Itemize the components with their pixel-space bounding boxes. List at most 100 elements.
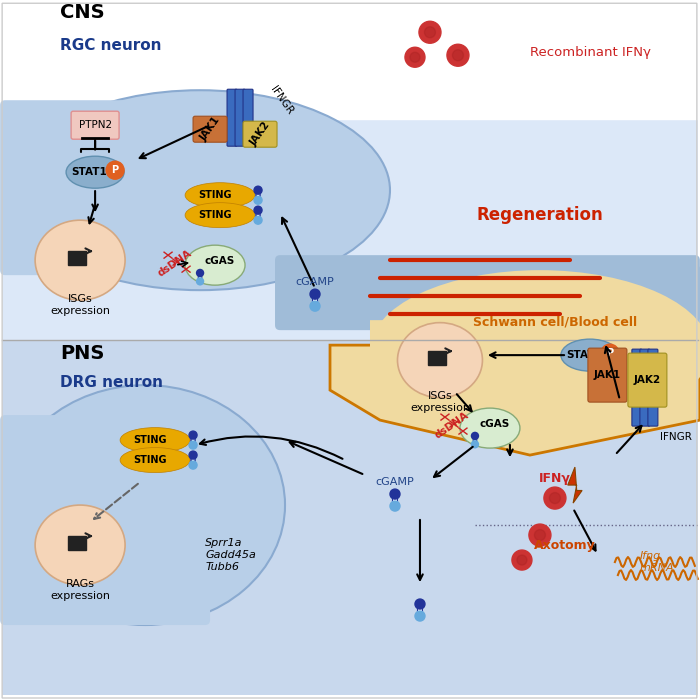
Text: Ifng
mRNA: Ifng mRNA — [640, 552, 675, 573]
Circle shape — [390, 501, 400, 511]
Text: STING: STING — [133, 435, 167, 445]
FancyBboxPatch shape — [0, 415, 210, 625]
Circle shape — [189, 431, 197, 439]
FancyBboxPatch shape — [235, 89, 245, 146]
Text: DRG neuron: DRG neuron — [60, 374, 163, 390]
Circle shape — [254, 196, 262, 204]
Circle shape — [472, 433, 479, 440]
Circle shape — [550, 493, 561, 503]
Text: IFNGR: IFNGR — [268, 84, 295, 116]
FancyBboxPatch shape — [632, 349, 642, 426]
Text: Sprr1a
Gadd45a
Tubb6: Sprr1a Gadd45a Tubb6 — [205, 538, 256, 572]
Circle shape — [197, 270, 204, 276]
FancyBboxPatch shape — [191, 455, 195, 465]
Text: ISGs
expression: ISGs expression — [50, 294, 110, 316]
Text: dsDNA: dsDNA — [433, 410, 471, 440]
Circle shape — [189, 461, 197, 469]
FancyBboxPatch shape — [256, 210, 260, 220]
Circle shape — [106, 161, 124, 179]
Circle shape — [601, 344, 619, 362]
FancyBboxPatch shape — [193, 116, 227, 142]
Text: IFNγ: IFNγ — [539, 472, 571, 484]
Ellipse shape — [66, 156, 124, 188]
Ellipse shape — [35, 220, 125, 300]
Text: cGAMP: cGAMP — [295, 277, 335, 287]
FancyBboxPatch shape — [2, 2, 698, 120]
Text: Regeneration: Regeneration — [477, 206, 603, 224]
Text: IFNGR: IFNGR — [660, 432, 692, 442]
Polygon shape — [330, 345, 700, 455]
Text: cGAS: cGAS — [480, 419, 510, 429]
FancyBboxPatch shape — [640, 349, 650, 426]
Ellipse shape — [10, 90, 390, 290]
Text: PTPN2: PTPN2 — [78, 120, 112, 130]
Text: STING: STING — [198, 210, 232, 220]
FancyBboxPatch shape — [0, 100, 230, 275]
Ellipse shape — [561, 339, 619, 371]
Text: JAK1: JAK1 — [198, 116, 222, 144]
Circle shape — [390, 489, 400, 499]
Text: RGC neuron: RGC neuron — [60, 38, 162, 52]
FancyBboxPatch shape — [71, 111, 119, 139]
Ellipse shape — [120, 447, 190, 473]
Text: Recombinant IFNγ: Recombinant IFNγ — [530, 46, 651, 59]
Circle shape — [310, 289, 320, 299]
Circle shape — [254, 206, 262, 214]
Text: CNS: CNS — [60, 3, 105, 22]
Text: Schwann cell/Blood cell: Schwann cell/Blood cell — [473, 316, 637, 328]
Circle shape — [534, 530, 545, 540]
Text: Axotomy: Axotomy — [534, 538, 596, 552]
Polygon shape — [568, 467, 582, 503]
Circle shape — [254, 216, 262, 224]
Circle shape — [512, 550, 532, 570]
Ellipse shape — [185, 183, 255, 208]
FancyBboxPatch shape — [628, 353, 667, 407]
Text: PNS: PNS — [60, 344, 104, 363]
Circle shape — [310, 301, 320, 311]
Text: JAK1: JAK1 — [594, 370, 620, 380]
Circle shape — [415, 599, 425, 609]
Text: cGAMP: cGAMP — [376, 477, 414, 487]
Circle shape — [424, 27, 435, 38]
Circle shape — [419, 21, 441, 43]
FancyBboxPatch shape — [370, 320, 695, 410]
Text: JAK2: JAK2 — [634, 375, 661, 385]
Ellipse shape — [398, 323, 482, 398]
FancyBboxPatch shape — [243, 121, 277, 147]
Circle shape — [189, 441, 197, 449]
Text: STING: STING — [198, 190, 232, 200]
Text: P: P — [111, 165, 118, 175]
Circle shape — [405, 47, 425, 67]
FancyBboxPatch shape — [588, 348, 627, 402]
Text: dsDNA: dsDNA — [156, 248, 194, 279]
FancyBboxPatch shape — [243, 89, 253, 146]
Ellipse shape — [185, 203, 255, 228]
Ellipse shape — [370, 270, 700, 430]
Bar — [68, 536, 86, 550]
Text: RAGs
expression: RAGs expression — [50, 579, 110, 601]
Text: STAT1: STAT1 — [566, 350, 602, 360]
Circle shape — [415, 611, 425, 621]
Circle shape — [544, 487, 566, 509]
FancyBboxPatch shape — [191, 435, 195, 445]
Ellipse shape — [120, 428, 190, 453]
Bar — [428, 351, 446, 365]
FancyBboxPatch shape — [227, 89, 237, 146]
Bar — [68, 251, 86, 265]
FancyBboxPatch shape — [312, 294, 318, 306]
FancyBboxPatch shape — [417, 604, 423, 616]
Text: cGAS: cGAS — [205, 256, 235, 266]
Circle shape — [472, 441, 479, 448]
Circle shape — [529, 524, 551, 546]
Circle shape — [189, 451, 197, 459]
Text: STING: STING — [133, 455, 167, 465]
FancyBboxPatch shape — [648, 349, 658, 426]
FancyBboxPatch shape — [473, 436, 477, 445]
FancyBboxPatch shape — [393, 494, 398, 506]
Ellipse shape — [185, 245, 245, 285]
FancyBboxPatch shape — [2, 340, 698, 695]
Circle shape — [447, 44, 469, 66]
Text: STAT1: STAT1 — [71, 167, 107, 177]
Ellipse shape — [460, 408, 520, 448]
FancyBboxPatch shape — [198, 273, 202, 281]
